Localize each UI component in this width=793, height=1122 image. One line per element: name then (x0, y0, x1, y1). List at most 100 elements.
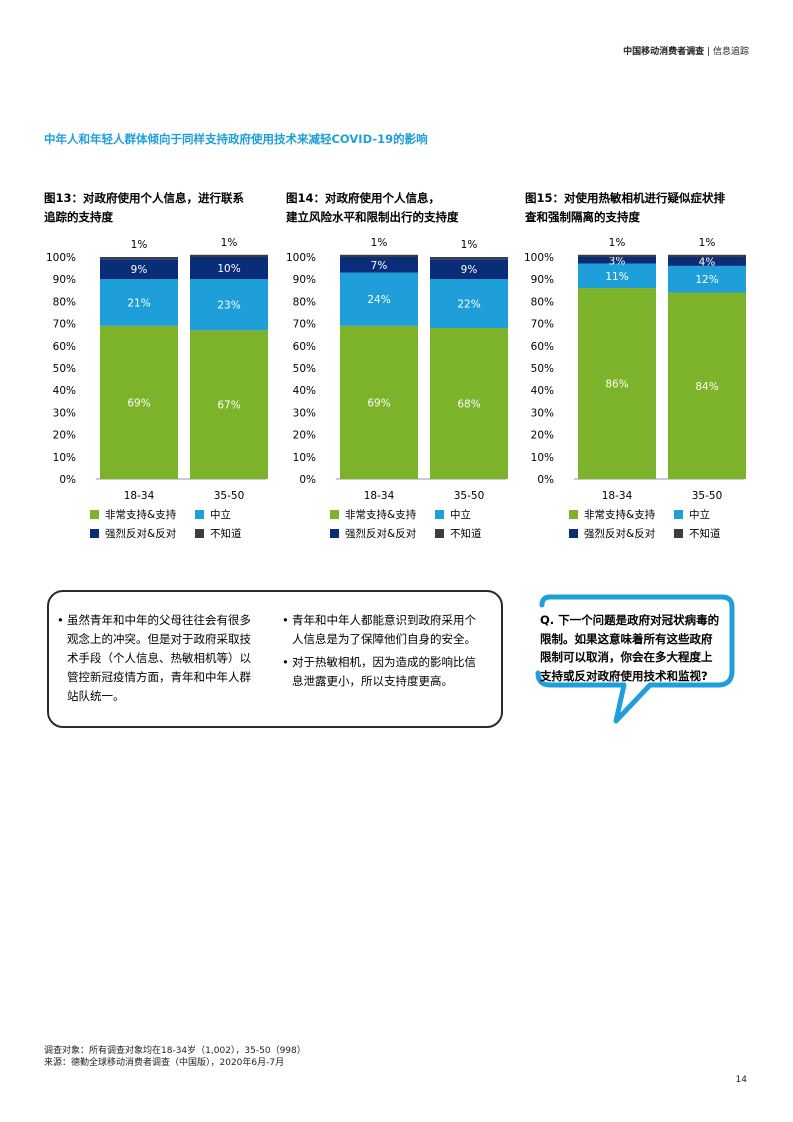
footnote-line: 来源：德勤全球移动消费者调查（中国版），2020年6月-7月 (44, 1058, 285, 1068)
bullet-line: 息泄露更小，所以支持度更高。 (292, 674, 453, 688)
bar-segment (668, 265, 746, 293)
bar-segment (190, 330, 268, 479)
bar-segment (190, 257, 268, 280)
bar-segment (100, 279, 178, 326)
chart-figure-14: 0% 10% 20% 30% 40% 50% 60% 70% 80% 90% 100% 69% 24% 7… (286, 237, 508, 502)
legend-figure-15: 非常支持&支持 中立 强烈反对&反对 不知道 (569, 505, 721, 543)
figure-title-line: 追踪的支持度 (44, 210, 113, 224)
bar-segment (578, 263, 656, 289)
legend-swatch (435, 529, 444, 538)
question-line: Q. 下一个问题是政府对冠状病毒的 (540, 613, 720, 627)
bar-segment (430, 328, 508, 479)
bar-segment (578, 254, 656, 257)
legend-swatch (90, 510, 99, 519)
legend-label: 强烈反对&反对 (584, 528, 656, 540)
question-text: Q. 下一个问题是政府对冠状病毒的 限制。如果这意味着所有这些政府 限制可以取消… (540, 611, 740, 685)
legend-label: 强烈反对&反对 (105, 528, 177, 540)
data-label: 69% (127, 397, 150, 409)
y-tick-label: 40% (293, 385, 316, 397)
legend-item: 强烈反对&反对 (90, 526, 195, 541)
data-label: 7% (371, 260, 388, 272)
legend-item: 强烈反对&反对 (330, 526, 435, 541)
legend-item: 不知道 (195, 526, 242, 541)
bullet-text: 虽然青年和中年的父母往往会有很多 观念上的冲突。但是对于政府采取技 术手段（个人… (67, 611, 251, 706)
y-tick-label: 90% (53, 274, 76, 286)
legend-item: 不知道 (435, 526, 482, 541)
legend-item: 强烈反对&反对 (569, 526, 674, 541)
y-tick-label: 20% (53, 430, 76, 442)
bullet-item: • 虽然青年和中年的父母往往会有很多 观念上的冲突。但是对于政府采取技 术手段（… (57, 611, 267, 706)
data-label: 1% (699, 237, 716, 249)
legend-swatch (330, 510, 339, 519)
data-label: 1% (461, 239, 478, 251)
legend-swatch (569, 529, 578, 538)
figure-title-line: 建立风险水平和限制出行的支持度 (286, 210, 459, 224)
bullet-item: • 青年和中年人都能意识到政府采用个 人信息是为了保障他们自身的安全。 (282, 611, 497, 649)
bullet-line: 观念上的冲突。但是对于政府采取技 (67, 632, 251, 646)
footnote: 调查对象：所有调查对象均在18-34岁（1,002），35-50（998） 来源… (44, 1045, 306, 1069)
y-tick-label: 40% (531, 385, 554, 397)
legend-item: 中立 (195, 507, 231, 522)
header-title: 中国移动消费者调查 (623, 47, 705, 57)
notes-left: • 虽然青年和中年的父母往往会有很多 观念上的冲突。但是对于政府采取技 术手段（… (57, 611, 267, 710)
bar-segment (190, 279, 268, 331)
bullet-dot: • (282, 655, 289, 669)
bullet-line: 青年和中年人都能意识到政府采用个 (292, 613, 476, 627)
figure-title-line: 图13：对政府使用个人信息，进行联系 (44, 191, 245, 205)
y-tick-label: 30% (53, 407, 76, 419)
legend-label: 非常支持&支持 (105, 509, 177, 521)
legend-swatch (195, 510, 204, 519)
legend-label: 不知道 (450, 528, 482, 540)
x-tick-label: 35-50 (214, 490, 245, 502)
legend-label: 中立 (450, 509, 471, 521)
y-tick-label: 100% (524, 252, 554, 264)
chart-figure-15: 0% 10% 20% 30% 40% 50% 60% 70% 80% 90% 100% 86% 11% 3… (524, 237, 746, 502)
figure-14-title: 图14：对政府使用个人信息， 建立风险水平和限制出行的支持度 (286, 189, 516, 227)
legend-item: 非常支持&支持 (90, 507, 195, 522)
bar-segment (430, 259, 508, 280)
data-label: 10% (217, 263, 240, 275)
y-tick-label: 60% (531, 341, 554, 353)
legend-label: 强烈反对&反对 (345, 528, 417, 540)
legend-figure-13: 非常支持&支持 中立 强烈反对&反对 不知道 (90, 505, 242, 543)
bar-segment (340, 257, 418, 273)
y-tick-label: 70% (293, 319, 316, 331)
legend-label: 不知道 (689, 528, 721, 540)
bar-segment (340, 254, 418, 257)
y-tick-label: 50% (531, 363, 554, 375)
y-tick-label: 80% (293, 296, 316, 308)
data-label: 69% (367, 397, 390, 409)
notes-right: • 青年和中年人都能意识到政府采用个 人信息是为了保障他们自身的安全。 • 对于… (282, 611, 497, 695)
x-tick-label: 35-50 (692, 490, 723, 502)
y-tick-label: 10% (53, 452, 76, 464)
y-tick-label: 30% (293, 407, 316, 419)
y-tick-label: 60% (293, 341, 316, 353)
bullet-dot: • (57, 613, 64, 627)
question-line: 限制。如果这意味着所有这些政府 (540, 631, 713, 646)
legend-label: 非常支持&支持 (584, 509, 656, 521)
question-line: 限制可以取消，你会在多大程度上 (540, 650, 713, 664)
bar-segment (340, 272, 418, 326)
legend-swatch (569, 510, 578, 519)
bullet-line: 站队统一。 (67, 689, 125, 703)
bullet-line: 人信息是为了保障他们自身的安全。 (292, 632, 476, 646)
header-subtitle: 信息追踪 (712, 47, 749, 57)
bar-segment (668, 257, 746, 266)
bullet-text: 青年和中年人都能意识到政府采用个 人信息是为了保障他们自身的安全。 (292, 611, 476, 649)
x-tick-label: 18-34 (364, 490, 395, 502)
header-separator: | (707, 47, 711, 57)
y-tick-label: 10% (531, 452, 554, 464)
bar-segment (190, 254, 268, 257)
legend-label: 中立 (689, 509, 710, 521)
question-line: 支持或反对政府使用技术和监视? (540, 668, 708, 683)
bullet-item: • 对于热敏相机，因为造成的影响比信 息泄露更小，所以支持度更高。 (282, 653, 497, 691)
data-label: 12% (695, 274, 718, 286)
y-tick-label: 100% (286, 252, 316, 264)
legend-swatch (195, 529, 204, 538)
data-label: 1% (609, 237, 626, 249)
data-label: 22% (457, 299, 480, 311)
y-tick-label: 80% (531, 296, 554, 308)
figure-title-line: 查和强制隔离的支持度 (525, 210, 640, 224)
bullet-line: 虽然青年和中年的父母往往会有很多 (67, 613, 251, 627)
y-tick-label: 30% (531, 407, 554, 419)
